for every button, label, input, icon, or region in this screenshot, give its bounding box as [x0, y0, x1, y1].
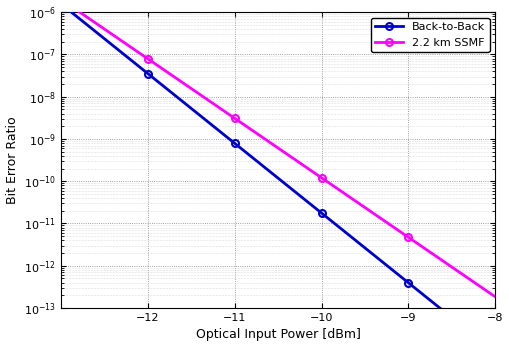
- Back-to-Back: [232, 141, 238, 145]
- Back-to-Back: [145, 71, 151, 76]
- 2.2 km SSMF: [405, 235, 411, 239]
- Back-to-Back: [405, 281, 411, 285]
- Line: 2.2 km SSMF: 2.2 km SSMF: [145, 56, 412, 241]
- X-axis label: Optical Input Power [dBm]: Optical Input Power [dBm]: [195, 329, 360, 341]
- Line: Back-to-Back: Back-to-Back: [145, 70, 412, 286]
- 2.2 km SSMF: [319, 176, 325, 180]
- 2.2 km SSMF: [232, 116, 238, 120]
- Back-to-Back: [319, 211, 325, 215]
- Y-axis label: Bit Error Ratio: Bit Error Ratio: [6, 116, 18, 204]
- 2.2 km SSMF: [145, 57, 151, 61]
- Legend: Back-to-Back, 2.2 km SSMF: Back-to-Back, 2.2 km SSMF: [371, 18, 490, 52]
